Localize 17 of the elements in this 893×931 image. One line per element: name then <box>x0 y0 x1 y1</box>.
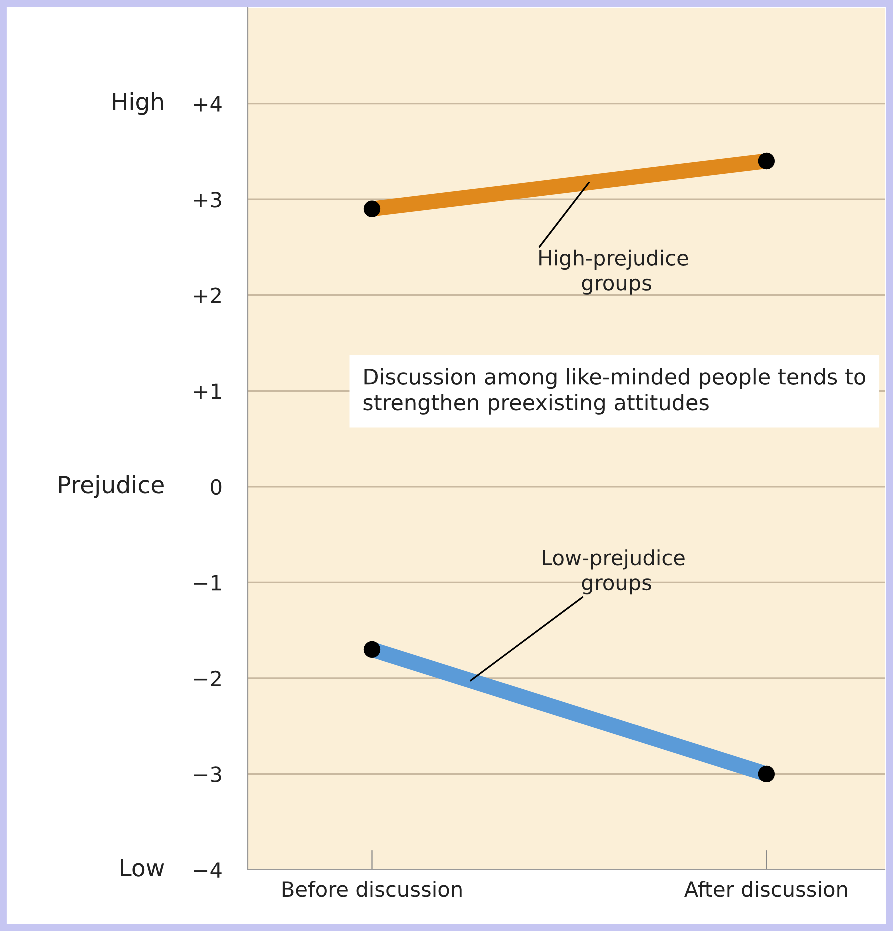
y-tick-label: +3 <box>194 192 222 208</box>
y-tick-label: −2 <box>194 670 221 686</box>
annotation: Discussion among like-minded people tends to strengthen preexisting attitudes <box>364 368 866 415</box>
y-tick-label: −1 <box>194 575 222 591</box>
y-tick-label: 0 <box>211 479 222 496</box>
text: High-prejudice groups <box>540 250 688 295</box>
y-tick-label: +2 <box>194 288 221 304</box>
x-tick-label: Before discussion <box>282 881 462 898</box>
y-tick-label: +4 <box>194 96 222 112</box>
y-tick-label: +1 <box>194 384 222 400</box>
text: Low-prejudice groups <box>543 550 685 595</box>
text: Low <box>121 859 164 877</box>
y-tick-label: −4 <box>194 862 222 878</box>
y-axis-title: Prejudice <box>59 475 164 498</box>
y-tick-label: −3 <box>194 766 222 782</box>
x-tick-label: After discussion <box>684 881 848 898</box>
text: High <box>113 92 164 116</box>
